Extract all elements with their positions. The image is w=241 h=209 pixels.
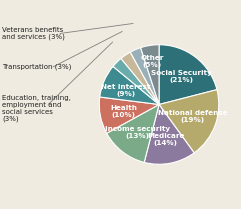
Wedge shape	[99, 97, 159, 133]
Text: Health
(10%): Health (10%)	[110, 105, 137, 118]
Wedge shape	[130, 48, 159, 104]
Text: Transportation (3%): Transportation (3%)	[2, 64, 72, 70]
Wedge shape	[107, 104, 159, 162]
Wedge shape	[144, 104, 194, 164]
Wedge shape	[141, 45, 159, 104]
Text: Income security
(13%): Income security (13%)	[105, 126, 170, 139]
Wedge shape	[113, 59, 159, 104]
Text: Net interest
(9%): Net interest (9%)	[101, 84, 151, 97]
Wedge shape	[159, 90, 219, 153]
Wedge shape	[121, 52, 159, 104]
Text: National defense
(19%): National defense (19%)	[158, 110, 228, 123]
Text: Medicare
(14%): Medicare (14%)	[147, 133, 184, 146]
Wedge shape	[100, 66, 159, 104]
Text: Veterans benefits
and services (3%): Veterans benefits and services (3%)	[2, 27, 65, 40]
Text: Other
(5%): Other (5%)	[141, 56, 164, 69]
Wedge shape	[159, 45, 217, 104]
Text: Social Security
(21%): Social Security (21%)	[151, 70, 211, 83]
Text: Education, training,
employment and
social services
(3%): Education, training, employment and soci…	[2, 95, 71, 122]
